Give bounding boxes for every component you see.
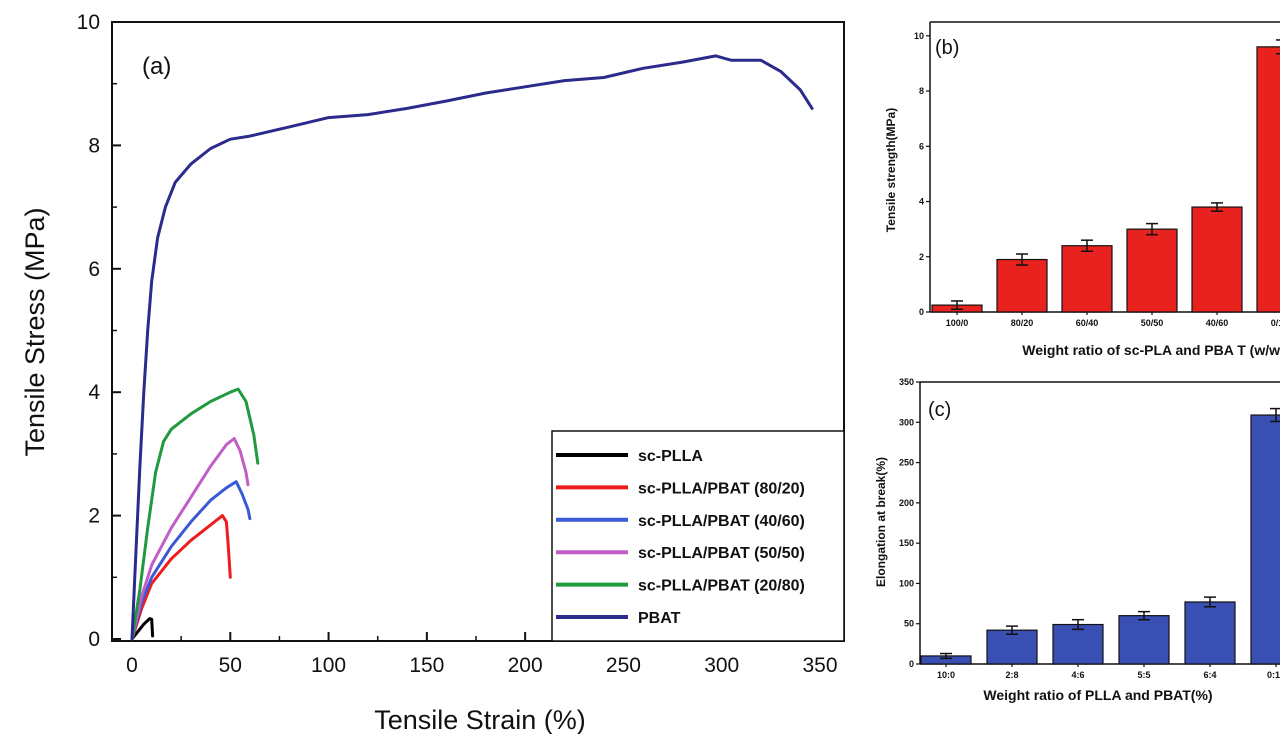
y-tick-label-a: 10 xyxy=(77,11,100,34)
y-tick-label-c: 250 xyxy=(899,458,914,468)
legend-a: sc-PLLA sc-PLLA/PBAT (80/20) sc-PLLA/PBAT … xyxy=(551,430,845,642)
bar-c-5 xyxy=(1250,414,1280,665)
legend-label-1: sc-PLLA/PBAT (80/20) xyxy=(638,480,805,497)
category-label-c: 2:8 xyxy=(1005,670,1018,680)
legend-label-5: PBAT xyxy=(638,610,681,627)
category-label-c: 0:10 xyxy=(1267,670,1280,680)
panel-c: 0 50 100 150 200 250 300 350 10:0 2:8 4:6 5:5 6:4 0:1… xyxy=(874,377,1280,703)
plot-frame-a xyxy=(111,21,845,642)
y-tick-label-c: 300 xyxy=(899,417,914,427)
y-tick-label-a: 2 xyxy=(88,505,100,528)
x-tick-label-a: 100 xyxy=(311,654,346,677)
legend-label-0: sc-PLLA xyxy=(638,448,703,465)
y-tick-label-a: 0 xyxy=(88,628,100,651)
x-tick-label-a: 250 xyxy=(606,654,641,677)
series-line-4 xyxy=(130,387,260,641)
category-label-c: 5:5 xyxy=(1137,670,1150,680)
bar-c-3 xyxy=(1118,615,1170,665)
legend-label-3: sc-PLLA/PBAT (50/50) xyxy=(638,545,805,562)
y-axis-title-b: Tensile strength(MPa) xyxy=(884,108,898,232)
panel-b: 0 2 4 6 8 10 100/0 80/20 60/40 50/50 40/60 0/100 (b)… xyxy=(884,21,1280,358)
y-tick-label-b: 4 xyxy=(919,197,924,207)
category-label-c: 6:4 xyxy=(1203,670,1216,680)
y-tick-label-b: 8 xyxy=(919,86,924,96)
y-tick-label-c: 50 xyxy=(904,619,914,629)
series-line-0 xyxy=(130,617,155,641)
x-tick-label-a: 300 xyxy=(704,654,739,677)
series-line-3 xyxy=(130,437,250,641)
y-axis-title-a: Tensile Stress (MPa) xyxy=(20,207,50,456)
y-tick-label-a: 8 xyxy=(88,134,100,157)
category-label-b: 80/20 xyxy=(1011,318,1034,328)
x-tick-label-a: 200 xyxy=(508,654,543,677)
category-label-b: 40/60 xyxy=(1206,318,1229,328)
x-tick-label-a: 350 xyxy=(802,654,837,677)
category-label-b: 0/100 xyxy=(1271,318,1280,328)
y-tick-label-b: 0 xyxy=(919,307,924,317)
y-tick-label-b: 2 xyxy=(919,252,924,262)
legend-label-4: sc-PLLA/PBAT (20/80) xyxy=(638,578,805,595)
series-line-5 xyxy=(130,54,814,641)
x-axis-title-a: Tensile Strain (%) xyxy=(374,705,586,734)
bar-c-4 xyxy=(1184,601,1236,665)
category-label-b: 60/40 xyxy=(1076,318,1099,328)
x-axis-title-c: Weight ratio of PLLA and PBAT(%) xyxy=(983,687,1212,703)
x-axis-title-b: Weight ratio of sc-PLA and PBA T (w/w xyxy=(1022,342,1280,358)
category-label-c: 4:6 xyxy=(1071,670,1084,680)
y-tick-label-c: 150 xyxy=(899,538,914,548)
bar-b-3 xyxy=(1126,228,1178,313)
y-tick-label-b: 10 xyxy=(914,31,924,41)
category-label-c: 10:0 xyxy=(937,670,955,680)
y-tick-label-b: 6 xyxy=(919,141,924,151)
panel-label-c: (c) xyxy=(928,399,951,421)
series-line-2 xyxy=(130,480,252,641)
y-tick-label-a: 6 xyxy=(88,258,100,281)
y-tick-label-c: 100 xyxy=(899,578,914,588)
x-tick-label-a: 0 xyxy=(126,654,138,677)
bar-b-2 xyxy=(1061,245,1113,313)
panel-label-b: (b) xyxy=(935,37,959,59)
bar-b-1 xyxy=(996,258,1048,313)
bar-b-5 xyxy=(1256,46,1280,313)
y-tick-label-a: 4 xyxy=(88,381,100,404)
panel-label-a: (a) xyxy=(142,53,171,80)
category-label-b: 100/0 xyxy=(946,318,969,328)
y-tick-label-c: 350 xyxy=(899,377,914,387)
category-label-b: 50/50 xyxy=(1141,318,1164,328)
bar-c-2 xyxy=(1052,623,1104,665)
x-tick-label-a: 150 xyxy=(409,654,444,677)
legend-label-2: sc-PLLA/PBAT (40/60) xyxy=(638,513,805,530)
y-tick-label-c: 0 xyxy=(909,659,914,669)
bar-b-4 xyxy=(1191,206,1243,313)
bar-c-1 xyxy=(986,629,1038,665)
legend-box-a xyxy=(551,430,845,642)
y-tick-label-c: 200 xyxy=(899,498,914,508)
y-axis-title-c: Elongation at break(%) xyxy=(874,457,888,587)
x-tick-label-a: 50 xyxy=(219,654,242,677)
series-line-1 xyxy=(130,514,232,641)
